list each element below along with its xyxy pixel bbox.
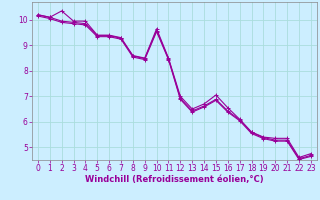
X-axis label: Windchill (Refroidissement éolien,°C): Windchill (Refroidissement éolien,°C) [85,175,264,184]
